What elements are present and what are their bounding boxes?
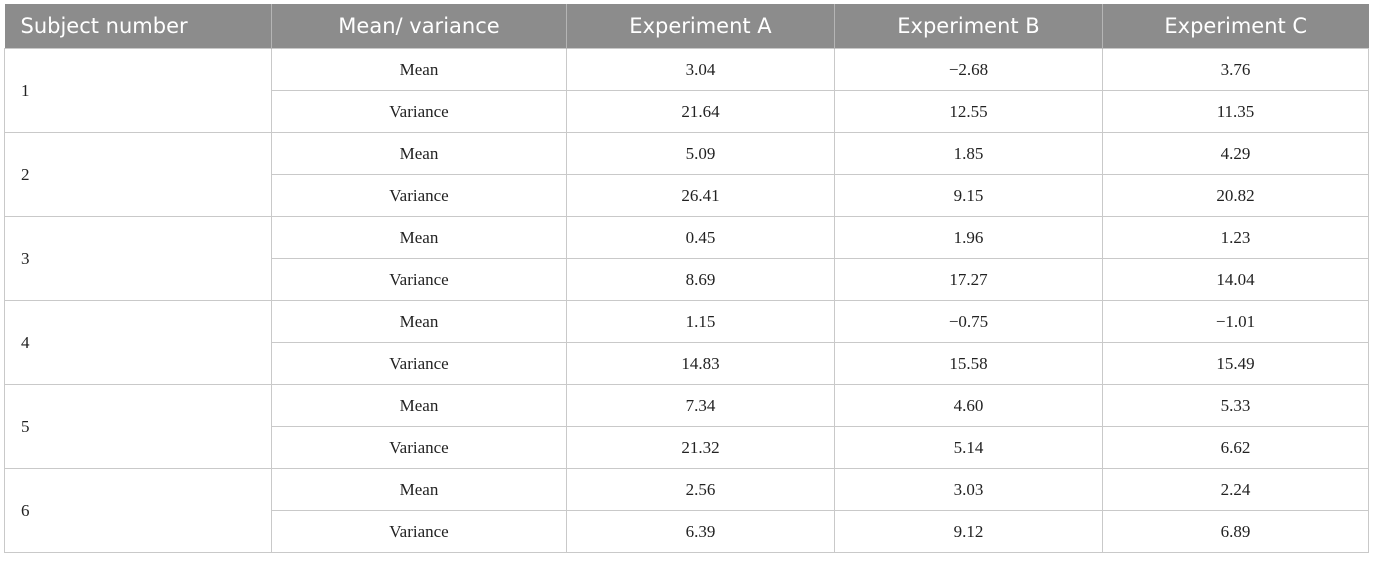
value-cell: 26.41 (566, 174, 835, 217)
value-cell: 6.39 (566, 510, 835, 553)
value-cell: 15.49 (1102, 342, 1369, 385)
value-cell: 6.62 (1102, 426, 1369, 469)
results-table-container: Subject number Mean/ variance Experiment… (4, 4, 1369, 553)
value-cell: 14.04 (1102, 258, 1369, 301)
stat-label-cell: Mean (271, 132, 567, 175)
table-row: Variance 6.39 9.12 6.89 (5, 510, 1369, 553)
value-cell: 2.56 (566, 468, 835, 511)
stat-label-cell: Variance (271, 174, 567, 217)
header-row: Subject number Mean/ variance Experiment… (4, 4, 1369, 49)
value-cell: 21.32 (566, 426, 835, 469)
subject-number-cell: 5 (4, 384, 272, 469)
subject-number-cell: 2 (4, 132, 272, 217)
value-cell: 14.83 (566, 342, 835, 385)
value-cell: 21.64 (566, 90, 835, 133)
header-subject-number: Subject number (4, 4, 272, 49)
value-cell: 2.24 (1102, 468, 1369, 511)
value-cell: 3.03 (834, 468, 1103, 511)
stat-label-cell: Mean (271, 48, 567, 91)
table-row: 5 Mean 7.34 4.60 5.33 (4, 384, 1369, 469)
value-cell: 20.82 (1102, 174, 1369, 217)
table-row: Variance 26.41 9.15 20.82 (5, 174, 1369, 217)
stat-label-cell: Mean (271, 468, 567, 511)
value-cell: −2.68 (834, 48, 1103, 91)
table-row: 4 Mean 1.15 −0.75 −1.01 (4, 300, 1369, 385)
table-row: Variance 21.64 12.55 11.35 (5, 90, 1369, 133)
value-cell: 5.09 (566, 132, 835, 175)
stat-label-cell: Variance (271, 90, 567, 133)
stat-label-cell: Mean (271, 300, 567, 343)
value-cell: 11.35 (1102, 90, 1369, 133)
value-cell: 9.15 (834, 174, 1103, 217)
table-row: Variance 21.32 5.14 6.62 (5, 426, 1369, 469)
value-cell: 4.60 (834, 384, 1103, 427)
value-cell: 5.14 (834, 426, 1103, 469)
value-cell: −1.01 (1102, 300, 1369, 343)
subject-number-cell: 6 (4, 468, 272, 553)
value-cell: 17.27 (834, 258, 1103, 301)
header-experiment-a: Experiment A (566, 4, 835, 49)
subject-number-cell: 1 (4, 48, 272, 133)
value-cell: 6.89 (1102, 510, 1369, 553)
value-cell: −0.75 (834, 300, 1103, 343)
stat-label-cell: Variance (271, 342, 567, 385)
table-row: 2 Mean 5.09 1.85 4.29 (4, 132, 1369, 217)
value-cell: 1.15 (566, 300, 835, 343)
results-table: Subject number Mean/ variance Experiment… (4, 4, 1369, 553)
value-cell: 12.55 (834, 90, 1103, 133)
table-row: Variance 8.69 17.27 14.04 (5, 258, 1369, 301)
value-cell: 15.58 (834, 342, 1103, 385)
value-cell: 1.23 (1102, 216, 1369, 259)
stat-label-cell: Mean (271, 384, 567, 427)
header-mean-variance: Mean/ variance (271, 4, 567, 49)
value-cell: 3.76 (1102, 48, 1369, 91)
table-row: 3 Mean 0.45 1.96 1.23 (4, 216, 1369, 301)
stat-label-cell: Variance (271, 426, 567, 469)
value-cell: 9.12 (834, 510, 1103, 553)
value-cell: 4.29 (1102, 132, 1369, 175)
header-experiment-b: Experiment B (834, 4, 1103, 49)
table-row: Variance 14.83 15.58 15.49 (5, 342, 1369, 385)
stat-label-cell: Mean (271, 216, 567, 259)
header-experiment-c: Experiment C (1102, 4, 1369, 49)
table-row: 1 Mean 3.04 −2.68 3.76 (4, 48, 1369, 133)
value-cell: 0.45 (566, 216, 835, 259)
value-cell: 1.96 (834, 216, 1103, 259)
subject-number-cell: 4 (4, 300, 272, 385)
value-cell: 5.33 (1102, 384, 1369, 427)
value-cell: 1.85 (834, 132, 1103, 175)
stat-label-cell: Variance (271, 510, 567, 553)
subject-number-cell: 3 (4, 216, 272, 301)
value-cell: 7.34 (566, 384, 835, 427)
stat-label-cell: Variance (271, 258, 567, 301)
table-row: 6 Mean 2.56 3.03 2.24 (4, 468, 1369, 553)
value-cell: 3.04 (566, 48, 835, 91)
value-cell: 8.69 (566, 258, 835, 301)
